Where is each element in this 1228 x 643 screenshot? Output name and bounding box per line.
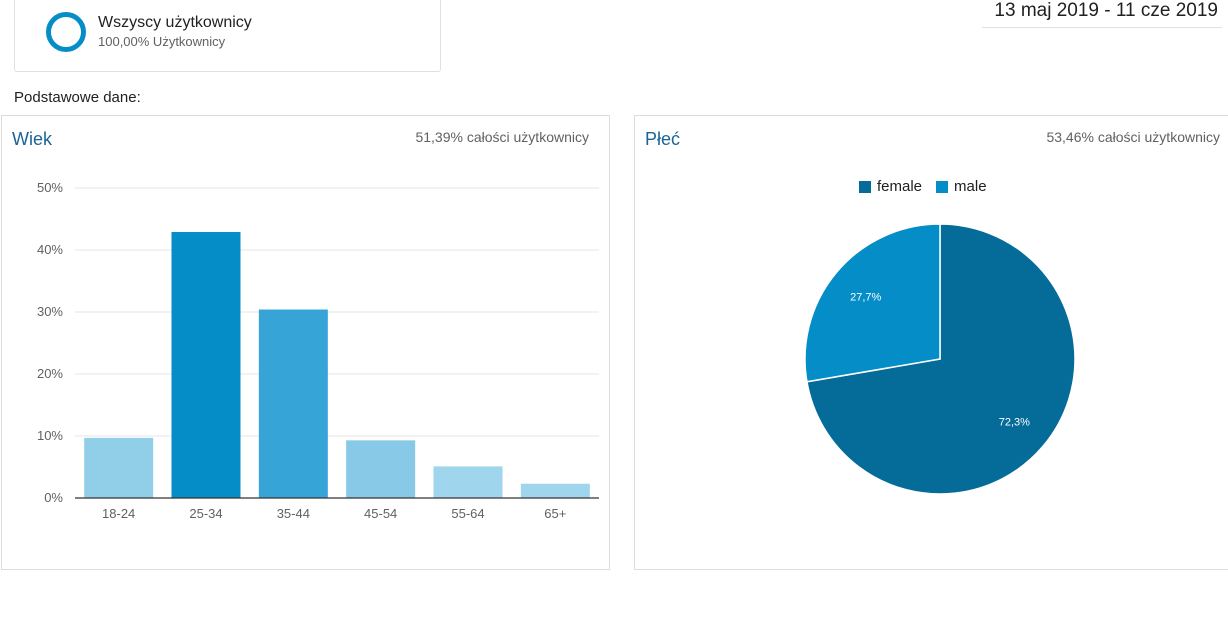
x-tick-label: 35-44 (277, 506, 310, 521)
age-bar-chart: 0% 10% 20% 30% 40% 50% 18-24 25-34 35-44 45-54 55-… (37, 180, 599, 521)
gender-panel-note: 53,46% całości użytkownicy (1046, 129, 1220, 145)
legend-swatch (859, 180, 871, 193)
segment-ring-icon (46, 12, 86, 52)
bar-65+[interactable] (520, 483, 590, 498)
pie-slice-label: 27,7% (850, 291, 881, 303)
pie-slice-label: 72,3% (999, 417, 1030, 429)
y-tick-label: 0% (44, 490, 63, 505)
segment-card[interactable]: Wszyscy użytkownicy 100,00% Użytkownicy (14, 0, 441, 72)
x-tick-label: 25-34 (189, 506, 222, 521)
segment-subtitle: 100,00% Użytkownicy (98, 34, 226, 49)
bar-35-44[interactable] (258, 309, 328, 498)
legend-label: female (877, 178, 923, 195)
bar-25-34[interactable] (171, 232, 241, 498)
section-label: Podstawowe dane: (14, 89, 141, 106)
y-tick-label: 30% (37, 304, 63, 319)
segment-title: Wszyscy użytkownicy (98, 14, 252, 31)
bar-45-54[interactable] (346, 440, 416, 498)
x-tick-label: 18-24 (102, 506, 135, 521)
gender-panel-title[interactable]: Płeć (645, 129, 681, 149)
bar-18-24[interactable] (84, 437, 154, 498)
pie-slice-male[interactable] (804, 223, 941, 383)
gender-legend: female male (859, 178, 987, 195)
y-tick-label: 20% (37, 366, 63, 381)
age-panel-note: 51,39% całości użytkownicy (415, 129, 589, 145)
y-tick-label: 10% (37, 428, 63, 443)
x-tick-label: 65+ (544, 506, 566, 521)
age-panel-title[interactable]: Wiek (12, 129, 52, 149)
x-tick-label: 45-54 (364, 506, 397, 521)
gender-panel: Płeć 53,46% całości użytkownicy female ma… (634, 115, 1228, 570)
legend-swatch (936, 180, 949, 193)
legend-item-female[interactable]: female (859, 178, 922, 195)
bar-55-64[interactable] (433, 466, 503, 498)
gender-pie-chart: 72,3% 27,7% (804, 223, 1076, 495)
age-panel: Wiek 51,39% całości użytkownicy 0% 10% 20%… (1, 115, 610, 570)
y-tick-label: 50% (37, 180, 63, 195)
date-range-picker[interactable]: 13 maj 2019 - 11 cze 2019 (982, 0, 1222, 28)
x-tick-label: 55-64 (451, 506, 484, 521)
legend-label: male (954, 178, 987, 195)
y-tick-label: 40% (37, 242, 63, 257)
pie-slice-female[interactable] (806, 223, 1076, 495)
legend-item-male[interactable]: male (936, 178, 987, 195)
